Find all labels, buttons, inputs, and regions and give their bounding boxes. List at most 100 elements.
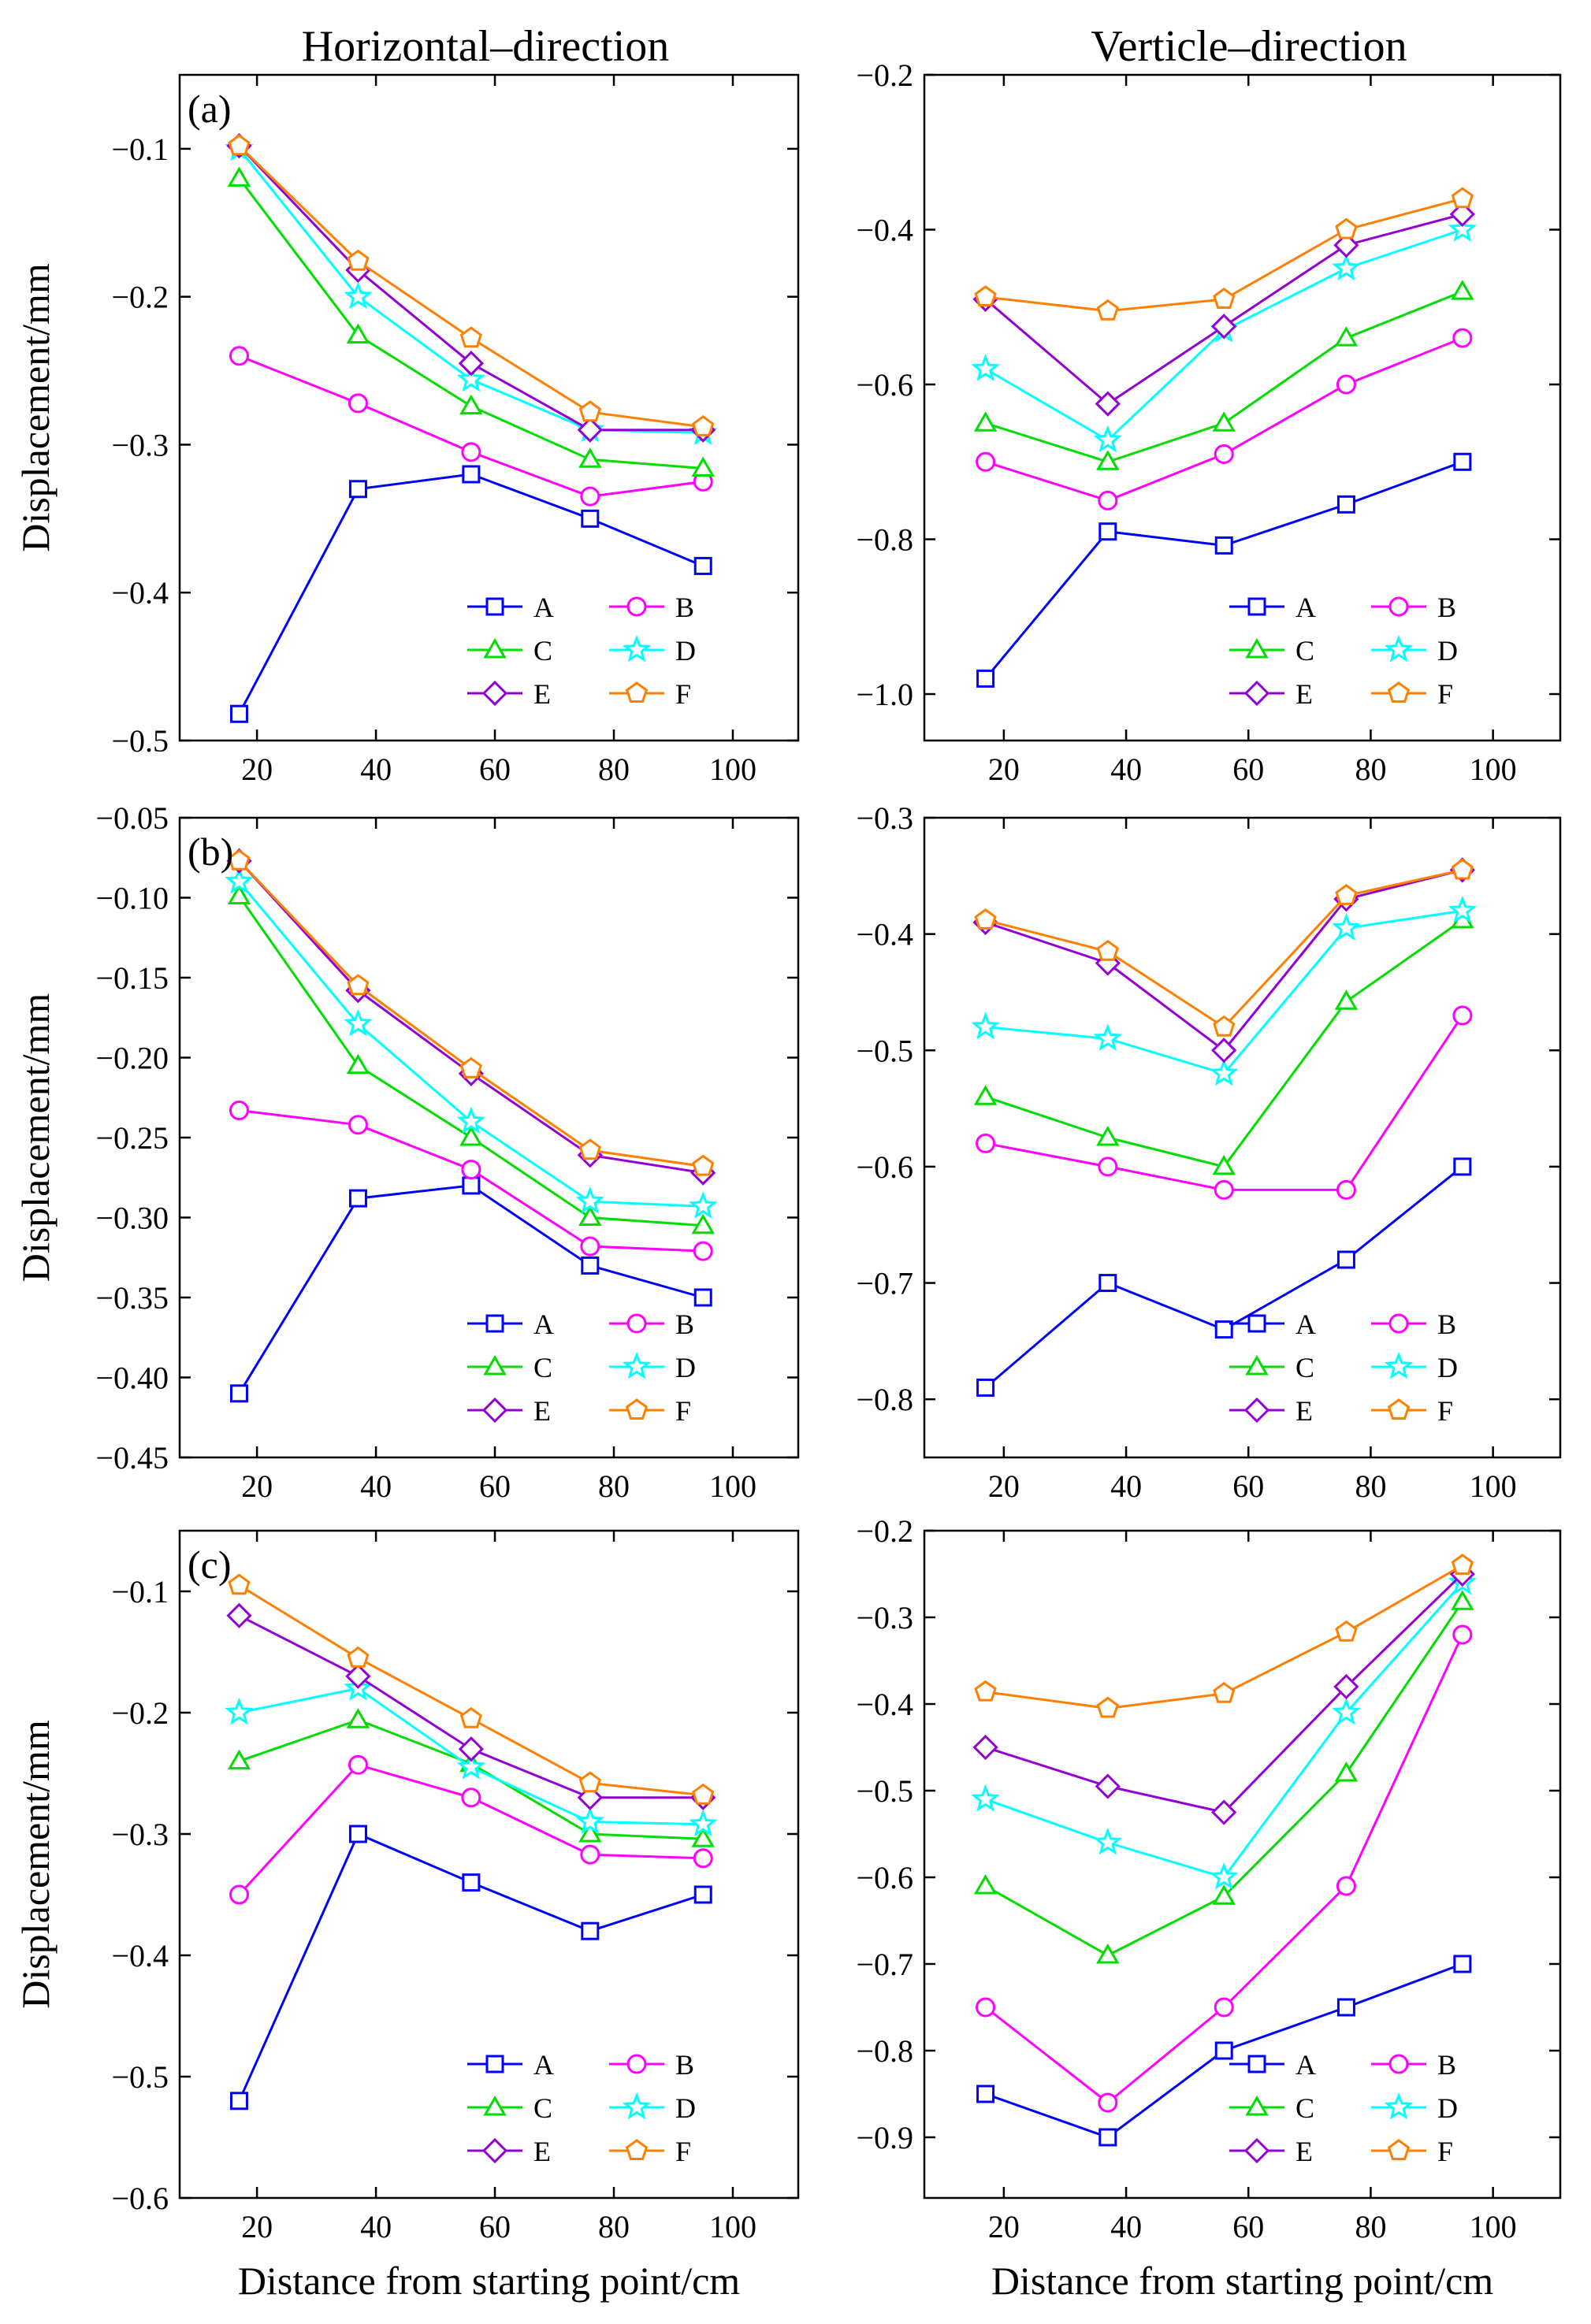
data-point-F xyxy=(578,1138,601,1160)
plot-frame xyxy=(923,73,1562,742)
data-point-A xyxy=(348,1189,367,1208)
data-point-E xyxy=(1333,232,1359,258)
legend-marker-B xyxy=(626,1313,647,1334)
data-point-F xyxy=(1335,1620,1358,1642)
data-point-F xyxy=(228,134,251,156)
y-tick-label: −0.40 xyxy=(95,1361,169,1396)
data-point-C xyxy=(973,1873,998,1895)
legend-marker-B xyxy=(626,2054,647,2074)
data-point-B xyxy=(461,1160,481,1180)
data-point-C xyxy=(691,1213,716,1234)
series-C xyxy=(227,166,716,477)
data-point-D xyxy=(971,354,1000,381)
data-point-D xyxy=(689,1191,718,1219)
data-point-F xyxy=(347,249,370,271)
data-point-C xyxy=(973,1085,998,1105)
series-C xyxy=(973,1590,1474,1964)
data-point-B xyxy=(229,346,249,366)
data-point-F xyxy=(1213,288,1236,309)
data-point-B xyxy=(348,1115,368,1135)
legend-marker-A xyxy=(485,597,504,616)
legend-marker-E xyxy=(481,1397,508,1424)
data-point-D xyxy=(456,1752,485,1780)
data-point-F xyxy=(974,285,997,306)
data-point-F xyxy=(347,1646,370,1668)
data-point-A xyxy=(229,1384,248,1403)
x-tick-label: 40 xyxy=(1110,752,1142,787)
legend-label-D: D xyxy=(1437,2092,1458,2124)
data-point-B xyxy=(1336,1876,1356,1896)
y-tick-label: −0.4 xyxy=(856,213,913,248)
y-tick-label: −0.3 xyxy=(111,427,169,462)
data-point-E xyxy=(1449,201,1475,228)
data-point-F xyxy=(347,974,370,996)
y-tick-label: −0.3 xyxy=(856,800,913,836)
data-point-C xyxy=(973,411,998,432)
data-point-A xyxy=(976,669,995,688)
y-tick-label: −0.1 xyxy=(111,132,169,167)
data-point-C xyxy=(459,1126,483,1146)
data-point-A xyxy=(1453,1157,1472,1176)
data-point-F xyxy=(459,1056,482,1078)
data-point-A xyxy=(1098,1274,1117,1293)
data-point-C xyxy=(1212,1154,1236,1175)
legend-marker-E xyxy=(481,2137,508,2164)
data-point-F xyxy=(459,326,482,348)
data-point-B xyxy=(461,442,481,462)
series-B xyxy=(229,346,713,507)
y-tick-label: −0.4 xyxy=(111,575,169,611)
x-tick-label: 60 xyxy=(1232,752,1264,787)
x-tick-label: 40 xyxy=(360,752,392,787)
data-point-C xyxy=(346,1708,370,1728)
y-tick-label: −0.9 xyxy=(856,2120,913,2155)
x-tick-label: 80 xyxy=(598,1468,630,1504)
legend-label-D: D xyxy=(675,2092,696,2124)
legend: A B C D E F xyxy=(467,592,696,710)
data-point-A xyxy=(976,1378,995,1397)
x-tick-label: 60 xyxy=(1232,2209,1264,2244)
panels-group: 20 40 60 80 100 −0.5 −0.4 −0.3 −0.2 −0.1 A B C D E F (a)… xyxy=(13,58,1562,2303)
x-tick-label: 80 xyxy=(1355,1468,1386,1504)
data-point-B xyxy=(1098,1156,1118,1177)
data-point-F xyxy=(1096,1696,1119,1718)
legend: A B C D E F xyxy=(1229,592,1458,710)
data-point-A xyxy=(976,2085,995,2103)
x-tick-label: 20 xyxy=(241,752,273,787)
x-tick-label: 60 xyxy=(479,752,511,787)
legend-marker-C xyxy=(483,637,507,659)
legend-marker-B xyxy=(1388,2054,1409,2074)
legend-marker-F xyxy=(625,681,649,703)
legend-marker-D xyxy=(622,2092,652,2120)
y-tick-label: −0.3 xyxy=(856,1600,913,1635)
data-point-E xyxy=(1211,1799,1237,1825)
series-B xyxy=(976,328,1473,510)
legend-marker-E xyxy=(1243,680,1270,707)
data-point-C xyxy=(1212,411,1236,432)
data-point-C xyxy=(346,323,370,343)
data-point-C xyxy=(227,1749,251,1770)
x-tick-label: 100 xyxy=(1470,1468,1517,1504)
legend-marker-B xyxy=(626,596,647,617)
data-point-A xyxy=(1453,1955,1472,1973)
data-point-B xyxy=(348,393,368,414)
legend-marker-F xyxy=(625,2139,649,2160)
data-point-D xyxy=(575,1186,605,1214)
chart-panel-1: 20 40 60 80 100 −0.5 −0.4 −0.3 −0.2 −0.1 A B C D E F (a)… xyxy=(13,73,800,787)
legend-label-A: A xyxy=(533,1309,554,1340)
series-C xyxy=(227,884,716,1234)
data-point-E xyxy=(972,1734,998,1761)
data-point-B xyxy=(348,1754,368,1775)
chart-panel-2: 20 40 60 80 100 −1.0 −0.8 −0.6 −0.4 −0.2 A B C D E F xyxy=(856,58,1562,787)
legend-marker-F xyxy=(625,1398,649,1420)
data-point-B xyxy=(1214,444,1234,464)
data-point-A xyxy=(1336,1250,1355,1269)
legend-label-D: D xyxy=(1437,635,1458,666)
legend-label-F: F xyxy=(675,678,691,710)
data-point-F xyxy=(1213,1681,1236,1703)
y-tick-label: −0.5 xyxy=(856,1773,913,1809)
x-tick-label: 40 xyxy=(1110,1468,1142,1504)
data-point-D xyxy=(1093,1827,1123,1855)
data-point-C xyxy=(1334,326,1359,347)
legend-marker-E xyxy=(481,680,508,707)
data-point-F xyxy=(1096,939,1119,961)
